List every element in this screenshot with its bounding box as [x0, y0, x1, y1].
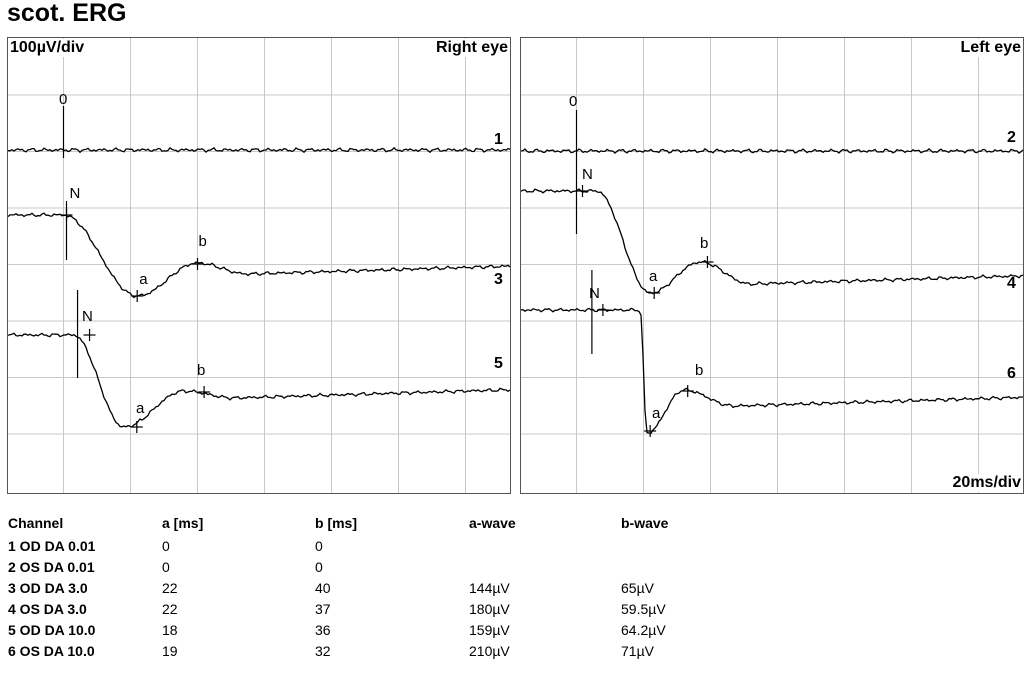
right-eye-title: Right eye	[434, 39, 509, 57]
table-cell: 22	[162, 601, 178, 617]
n-label-4: N	[582, 166, 593, 183]
table-cell: 59.5µV	[621, 601, 666, 617]
b-marker-5	[198, 386, 211, 398]
table-cell: 144µV	[469, 580, 510, 596]
a-label-6: a	[652, 405, 661, 422]
b-label-4: b	[700, 235, 708, 252]
b-marker-4	[701, 256, 714, 268]
a-label-5: a	[136, 400, 145, 417]
trace-6	[521, 307, 1023, 435]
table-header-cell: b [ms]	[315, 515, 357, 531]
trace-5	[8, 332, 510, 428]
right-eye-chart: 0 1 Na b 3 Na b 5	[8, 38, 510, 493]
trace-1	[8, 146, 510, 154]
n-label-3: N	[70, 185, 81, 202]
trace-2	[521, 148, 1023, 154]
n-marker-3	[60, 209, 73, 221]
table-cell: 4 OS DA 3.0	[8, 601, 87, 617]
table-cell: 159µV	[469, 622, 510, 638]
b-label-3: b	[199, 233, 207, 250]
table-header-cell: a [ms]	[162, 515, 204, 531]
trace-label-1: 1	[494, 131, 503, 148]
table-cell: 71µV	[621, 643, 654, 659]
table-cell: 19	[162, 643, 178, 659]
a-marker-5	[130, 421, 143, 433]
page-title: scot. ERG	[7, 0, 127, 27]
a-marker-4	[648, 287, 661, 299]
table-header-cell: b-wave	[621, 515, 669, 531]
table-cell: 22	[162, 580, 178, 596]
table-cell: 180µV	[469, 601, 510, 617]
table-header-cell: a-wave	[469, 515, 516, 531]
table-cell: 0	[162, 538, 170, 554]
b-label-5: b	[197, 362, 205, 379]
time-scale-label: 20ms/div	[951, 474, 1022, 492]
table-cell: 1 OD DA 0.01	[8, 538, 96, 554]
trace-label-6: 6	[1007, 365, 1016, 382]
a-marker-3	[131, 290, 144, 302]
left-eye-chart: 0 2 Na b 4 Na b 6	[521, 38, 1023, 493]
table-cell: 65µV	[621, 580, 654, 596]
b-marker-3	[191, 258, 204, 270]
left-eye-title: Left eye	[959, 39, 1022, 57]
n-marker-4	[576, 185, 589, 197]
trace-label-2: 2	[1007, 129, 1016, 146]
table-cell: 210µV	[469, 643, 510, 659]
stimulus-label-0-left: 0	[569, 93, 577, 110]
b-marker-6	[681, 385, 694, 397]
table-cell: 37	[315, 601, 331, 617]
trace-label-3: 3	[494, 271, 503, 288]
stimulus-label-0: 0	[59, 91, 67, 108]
n-marker-5	[83, 329, 96, 341]
trace-label-5: 5	[494, 355, 503, 372]
a-label-4: a	[649, 268, 658, 285]
n-label-6: N	[589, 285, 600, 302]
table-cell: 40	[315, 580, 331, 596]
table-cell: 2 OS DA 0.01	[8, 559, 95, 575]
n-marker-6	[596, 304, 609, 316]
table-cell: 18	[162, 622, 178, 638]
trace-label-4: 4	[1007, 275, 1016, 292]
a-label-3: a	[139, 271, 148, 288]
a-marker-6	[644, 425, 657, 437]
amplitude-scale-label: 100µV/div	[9, 39, 86, 57]
table-cell: 64.2µV	[621, 622, 666, 638]
trace-4	[521, 188, 1023, 295]
table-header-cell: Channel	[8, 515, 64, 531]
trace-3	[8, 212, 510, 299]
table-cell: 32	[315, 643, 331, 659]
table-cell: 0	[315, 559, 323, 575]
table-cell: 5 OD DA 10.0	[8, 622, 96, 638]
table-cell: 3 OD DA 3.0	[8, 580, 88, 596]
n-label-5: N	[82, 308, 93, 325]
table-cell: 0	[315, 538, 323, 554]
table-cell: 0	[162, 559, 170, 575]
table-cell: 36	[315, 622, 331, 638]
b-label-6: b	[695, 362, 703, 379]
table-cell: 6 OS DA 10.0	[8, 643, 95, 659]
